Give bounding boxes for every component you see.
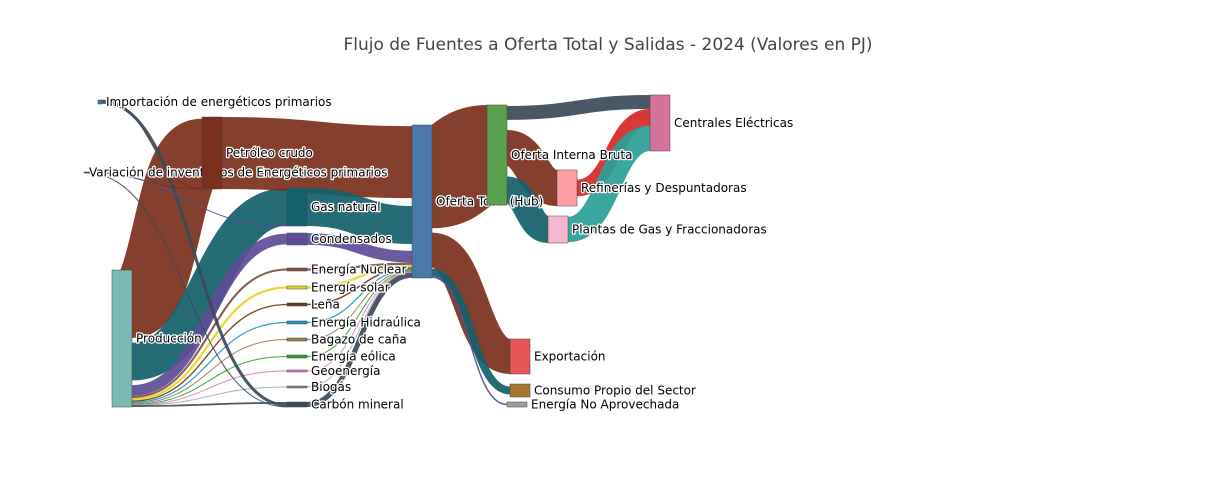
link-oib-ref[interactable] — [504, 129, 560, 206]
node-label-carb: Carbón mineral — [311, 398, 404, 412]
link-prod-nuc[interactable] — [131, 268, 288, 399]
node-label-exp: Exportación — [534, 350, 606, 364]
link-imp-carb[interactable] — [101, 100, 288, 407]
link-prod-baz[interactable] — [131, 339, 288, 404]
node-label-imp: Importación de energéticos primarios — [106, 95, 332, 109]
node-label-oib: Oferta Interna Bruta — [511, 148, 632, 162]
node-bio[interactable] — [286, 385, 308, 389]
node-label-eol: Energía eólica — [311, 350, 396, 364]
link-oib-pgf[interactable] — [504, 176, 551, 243]
link-prod-eol[interactable] — [131, 356, 288, 405]
link-prod-sol[interactable] — [131, 286, 288, 401]
links-layer — [84, 95, 652, 408]
node-eol[interactable] — [286, 354, 308, 359]
node-var[interactable] — [83, 171, 86, 174]
node-imp[interactable] — [97, 99, 103, 105]
link-pgf-ce[interactable] — [566, 125, 652, 243]
node-label-lena: Leña — [311, 298, 340, 312]
link-hub-exp[interactable] — [428, 232, 514, 374]
node-label-prod: Producción — [136, 332, 202, 346]
link-prod-hid[interactable] — [131, 321, 288, 403]
node-label-gas: Gas natural — [311, 200, 381, 214]
node-prod[interactable] — [111, 269, 133, 408]
node-geo[interactable] — [286, 369, 308, 373]
link-prod-gas[interactable] — [130, 187, 289, 381]
node-baz[interactable] — [286, 337, 308, 342]
link-prod-lena[interactable] — [131, 303, 288, 402]
node-label-cps: Consumo Propio del Sector — [534, 384, 696, 398]
link-baz-hub[interactable] — [306, 270, 413, 341]
node-gas[interactable] — [286, 187, 308, 227]
node-hub[interactable] — [411, 124, 433, 279]
link-prod-geo[interactable] — [131, 370, 288, 406]
chart-title: Flujo de Fuentes a Oferta Total y Salida… — [343, 35, 872, 55]
node-label-ena: Energía No Aprovechada — [531, 398, 679, 412]
node-cps[interactable] — [509, 383, 531, 398]
node-ref[interactable] — [556, 169, 578, 207]
nodes-layer: Importación de energéticos primarios Vari… — [83, 94, 794, 413]
node-label-ref: Refinerías y Despuntadoras — [581, 181, 747, 195]
node-sol[interactable] — [286, 285, 308, 290]
node-label-var: Variación de inventarios de Energéticos … — [89, 166, 387, 180]
node-label-cond: Condensados — [311, 232, 392, 246]
link-var-carb[interactable] — [84, 172, 288, 408]
link-var-gas[interactable] — [84, 172, 288, 227]
node-label-hid: Energía Hidraúlica — [311, 316, 421, 330]
node-nuc[interactable] — [286, 267, 308, 272]
link-sol-hub[interactable] — [306, 264, 413, 289]
node-pgf[interactable] — [547, 215, 569, 244]
node-label-geo: Geoenergía — [311, 364, 380, 378]
link-gas-hub[interactable] — [306, 188, 413, 245]
link-carb-hub[interactable] — [306, 272, 413, 407]
link-prod-carb[interactable] — [131, 401, 288, 407]
link-lena-hub[interactable] — [306, 267, 413, 306]
node-label-ce: Centrales Eléctricas — [674, 116, 793, 130]
link-prod-bio[interactable] — [131, 386, 288, 406]
node-ce[interactable] — [649, 94, 671, 152]
link-nuc-hub[interactable] — [306, 262, 413, 271]
node-carb[interactable] — [286, 401, 308, 408]
link-prod-pet[interactable] — [115, 118, 219, 338]
link-hub-cps[interactable] — [431, 268, 511, 395]
link-eol-hub[interactable] — [306, 271, 413, 357]
link-hub-ena[interactable] — [431, 276, 508, 406]
link-hid-hub[interactable] — [306, 268, 413, 324]
node-exp[interactable] — [509, 338, 531, 375]
node-ena[interactable] — [506, 401, 528, 408]
node-label-bio: Biogás — [311, 380, 351, 394]
node-label-baz: Bagazo de caña — [311, 333, 407, 347]
node-label-nuc: Energía Nuclear — [311, 263, 407, 277]
link-cond-hub[interactable] — [306, 233, 413, 263]
node-lena[interactable] — [286, 302, 308, 307]
node-pet[interactable] — [201, 116, 223, 190]
node-label-pgf: Plantas de Gas y Fraccionadoras — [572, 223, 767, 237]
node-cond[interactable] — [286, 232, 308, 246]
node-hid[interactable] — [286, 320, 308, 325]
link-geo-hub[interactable] — [306, 271, 413, 372]
link-oib-ce[interactable] — [506, 95, 651, 120]
link-hub-oib[interactable] — [422, 105, 497, 229]
link-bio-hub[interactable] — [306, 271, 413, 388]
link-prod-cond[interactable] — [131, 233, 288, 397]
link-pet-hub[interactable] — [221, 117, 413, 199]
node-label-pet: Petróleo crudo — [226, 146, 313, 160]
node-label-sol: Energía solar — [311, 281, 390, 295]
node-oib[interactable] — [486, 104, 508, 206]
